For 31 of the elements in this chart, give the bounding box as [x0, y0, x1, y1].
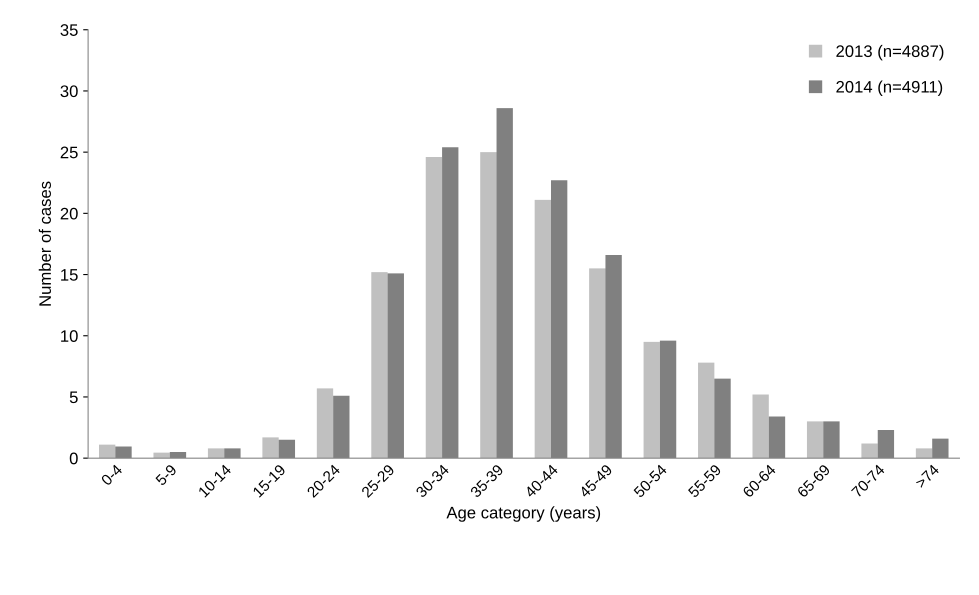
legend-label: 2014 (n=4911): [836, 80, 942, 96]
y-axis-title: Number of cases: [38, 182, 51, 306]
bar: [426, 157, 442, 458]
y-tick-label: 0: [70, 452, 78, 464]
bar: [480, 152, 497, 458]
bar: [316, 388, 334, 458]
bar: [698, 362, 714, 458]
bar: [371, 272, 388, 458]
x-tick-label: 5-9: [154, 464, 178, 486]
bar: [644, 342, 660, 458]
bar: [589, 268, 606, 458]
x-tick-label: >74: [914, 464, 940, 489]
bar: [752, 394, 769, 458]
bar: [861, 443, 878, 458]
y-tick-label: 35: [60, 24, 78, 36]
y-tick-label: 5: [70, 392, 78, 404]
x-tick-label: 0-4: [100, 464, 123, 486]
bar: [534, 200, 551, 458]
bar: [262, 437, 279, 458]
bar: [806, 421, 824, 458]
legend-label: 2013 (n=4887): [836, 44, 944, 60]
y-tick-label: 20: [60, 208, 78, 220]
x-axis-title: Age category (years): [446, 506, 600, 522]
y-tick-label: 30: [60, 85, 78, 98]
bar: [153, 452, 170, 458]
bar: [208, 448, 224, 458]
y-tick-label: 15: [61, 269, 78, 281]
bar: [916, 448, 932, 458]
y-tick-label: 25: [60, 146, 78, 158]
bar: [99, 444, 116, 458]
y-tick-label: 10: [61, 330, 78, 342]
